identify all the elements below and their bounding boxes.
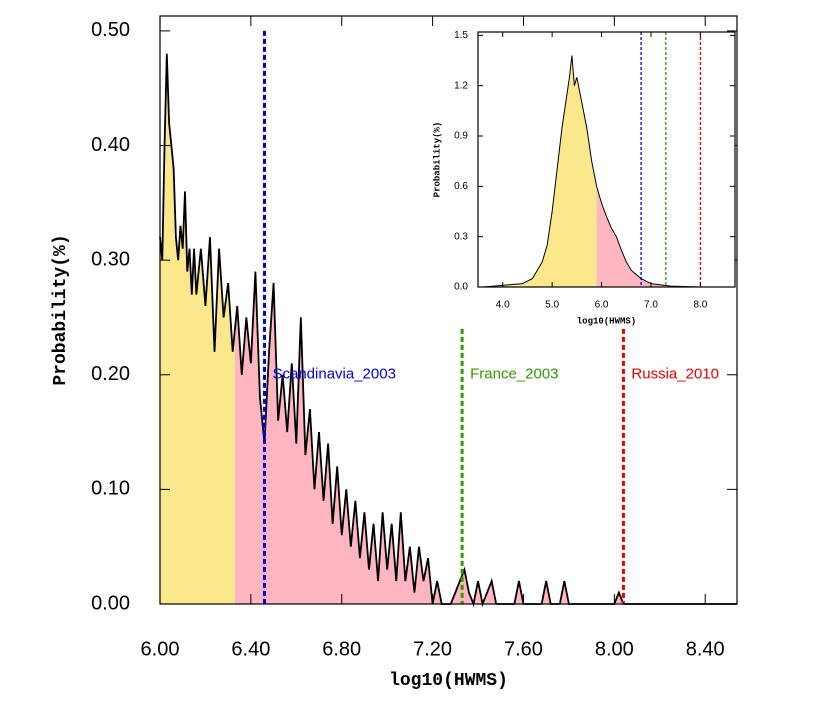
y-tick-label: 0.00	[91, 592, 130, 614]
y-axis-title: Probability(%)	[51, 234, 71, 385]
y-tick-label: 0.50	[91, 19, 130, 41]
area-fill-left	[160, 53, 235, 604]
area-fill-right	[596, 186, 731, 287]
y-tick-label: 1.5	[454, 30, 468, 41]
x-axis-title: log10(HWMS)	[577, 316, 636, 326]
y-tick-label: 0.40	[91, 134, 130, 156]
y-tick-label: 0.30	[91, 248, 130, 270]
y-tick-label: 0.0	[454, 282, 468, 293]
x-tick-label: 4.0	[496, 300, 510, 311]
event-label: France_2003	[470, 366, 558, 383]
event-label: Russia_2010	[631, 366, 719, 383]
event-label: Scandinavia_2003	[272, 366, 395, 383]
y-tick-label: 1.2	[454, 80, 468, 91]
x-tick-label: 8.00	[595, 638, 634, 660]
x-tick-label: 7.20	[413, 638, 452, 660]
x-axis-title: log10(HWMS)	[389, 671, 508, 691]
y-axis-title: Probability(%)	[432, 122, 442, 198]
y-tick-label: 0.9	[454, 131, 468, 142]
x-tick-label: 6.40	[231, 638, 270, 660]
x-tick-label: 7.0	[644, 300, 658, 311]
area-fill-left	[482, 55, 597, 287]
y-tick-label: 0.3	[454, 231, 468, 242]
x-tick-label: 8.40	[686, 638, 725, 660]
curve	[159, 53, 737, 608]
y-tick-label: 0.10	[91, 478, 130, 500]
area-fill-right	[234, 271, 737, 604]
curve	[482, 55, 731, 288]
x-tick-label: 8.0	[693, 300, 707, 311]
x-tick-label: 5.0	[545, 300, 559, 311]
y-tick-label: 0.20	[91, 363, 130, 385]
plot-frame	[477, 31, 736, 288]
x-tick-label: 6.80	[322, 638, 361, 660]
x-tick-label: 6.00	[141, 638, 180, 660]
y-tick-label: 0.6	[454, 181, 468, 192]
x-tick-label: 7.60	[504, 638, 543, 660]
x-tick-label: 6.0	[595, 300, 609, 311]
plot-frame	[159, 15, 738, 605]
